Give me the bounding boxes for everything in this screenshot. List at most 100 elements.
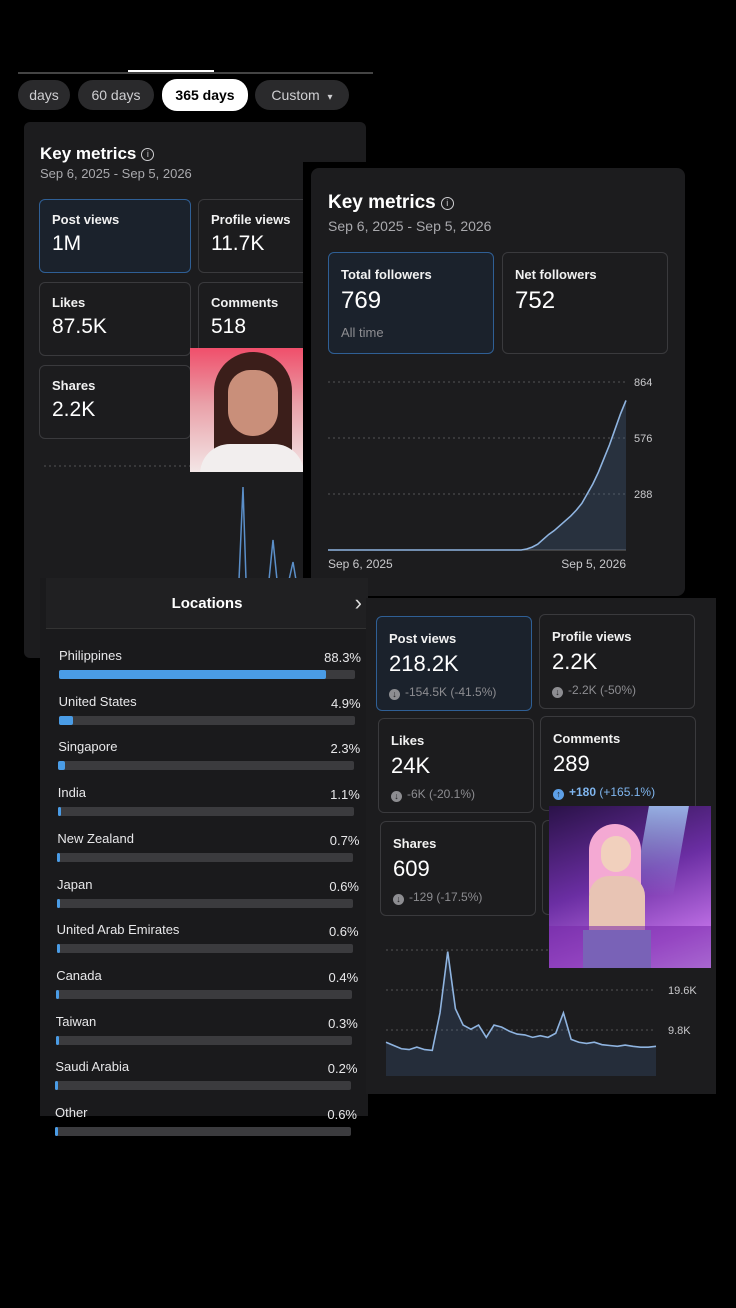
location-row[interactable]: New Zealand 0.7% [57, 830, 360, 877]
location-bar-track [58, 761, 355, 771]
metric-card-likes[interactable]: Likes 24K ↓ -6K (-20.1%) [378, 718, 534, 813]
location-row[interactable]: Taiwan 0.3% [55, 1013, 358, 1060]
metric-label: Comments [211, 295, 279, 310]
info-icon[interactable]: i [141, 148, 155, 161]
location-bar-track [57, 898, 353, 908]
metric-card-post-views[interactable]: Post views 1M [39, 199, 191, 273]
location-name: Canada [56, 967, 102, 983]
metric-value: 24K [391, 753, 431, 778]
followers-line [328, 400, 627, 551]
location-bar-fill [56, 989, 60, 999]
location-row[interactable]: Canada 0.4% [56, 967, 358, 1014]
location-percent: 0.6% [327, 1107, 357, 1122]
range-chip-custom[interactable]: Custom ▾ [255, 80, 349, 110]
metric-card-post-views[interactable]: Post views 218.2K ↓ -154.5K (-41.5%) [376, 616, 532, 711]
followers-panel: Key metrics i Sep 6, 2025 - Sep 5, 2026 T… [303, 162, 693, 602]
location-name: Philippines [59, 648, 122, 663]
metric-label: Total followers [341, 267, 432, 282]
followers-panel-inner: Key metrics i Sep 6, 2025 - Sep 5, 2026 T… [311, 168, 685, 596]
range-chip-days[interactable]: days [18, 80, 70, 110]
location-bar-track [55, 1035, 352, 1045]
y-tick-label: 19.6K [668, 985, 697, 997]
info-icon[interactable]: i [440, 197, 454, 210]
range-chip-label: Custom [271, 87, 320, 103]
performer-photo [549, 806, 711, 968]
location-name: Other [55, 1105, 88, 1120]
top-divider [18, 72, 373, 74]
delta-main-text: +180 [569, 785, 597, 799]
metric-card-total-followers[interactable]: Total followers 769 All time [328, 252, 494, 354]
range-chip-60-days[interactable]: 60 days [78, 80, 154, 110]
location-bar-fill [57, 807, 62, 817]
location-name: United Arab Emirates [56, 922, 180, 938]
location-percent: 1.1% [330, 787, 360, 803]
metric-card-comments[interactable]: Comments 289 ↑ +180 (+165.1%) [540, 716, 696, 811]
location-name: New Zealand [57, 830, 134, 846]
metric-value: 1M [52, 232, 82, 255]
location-bar-track [56, 944, 353, 954]
metric-card-profile-views[interactable]: Profile views 2.2K ↓ -2.2K (-50%) [539, 614, 695, 709]
location-row[interactable]: India 1.1% [57, 785, 360, 831]
location-percent: 2.3% [330, 741, 361, 757]
metric-label: Profile views [552, 629, 632, 644]
location-bar-track [57, 807, 354, 817]
delta-text: -154.5K (-41.5%) [405, 685, 497, 699]
arrow-up-icon: ↑ [553, 789, 564, 800]
location-row[interactable]: Saudi Arabia 0.2% [55, 1059, 357, 1105]
location-name: Singapore [58, 739, 118, 755]
metric-value: 752 [515, 287, 556, 314]
location-row[interactable]: United States 4.9% [58, 693, 361, 740]
location-bar-fill [55, 1035, 59, 1045]
location-row[interactable]: Singapore 2.3% [58, 739, 361, 785]
photo-stage [549, 926, 711, 968]
metric-card-shares[interactable]: Shares 2.2K [39, 365, 191, 439]
metric-value: 289 [553, 751, 590, 776]
location-name: Taiwan [55, 1013, 97, 1029]
range-chip-365-days[interactable]: 365 days [162, 79, 248, 111]
arrow-down-icon: ↓ [391, 791, 402, 802]
metric-label: Net followers [515, 267, 597, 282]
location-bar-track [55, 1127, 351, 1136]
location-name: Saudi Arabia [55, 1059, 130, 1075]
location-row[interactable]: Japan 0.6% [57, 877, 359, 923]
location-bar-track [59, 670, 355, 679]
metric-value: 609 [393, 856, 430, 881]
metric-note: All time [341, 325, 384, 340]
location-bar-fill [57, 898, 60, 908]
chevron-right-icon[interactable]: › [354, 590, 362, 615]
metric-label: Post views [389, 631, 457, 646]
followers-panel-title: Key metrics i [328, 192, 454, 214]
locations-header: Locations › [46, 578, 368, 629]
metric-card-shares[interactable]: Shares 609 ↓ -129 (-17.5%) [380, 821, 536, 916]
photo-face [228, 370, 278, 436]
metric-delta: ↑ +180 (+165.1%) [553, 785, 655, 800]
location-row[interactable]: United Arab Emirates 0.6% [56, 922, 359, 968]
location-bar-fill [56, 944, 60, 954]
location-bar-track [58, 715, 355, 725]
metric-card-net-followers[interactable]: Net followers 752 [502, 252, 668, 354]
period-chart: 19.6K 9.8K [385, 949, 697, 1076]
metric-label: Likes [391, 733, 425, 748]
y-tick-label: 288 [634, 489, 652, 501]
location-row[interactable]: Philippines 88.3% [59, 648, 361, 694]
location-name: United States [58, 693, 137, 709]
metric-label: Shares [52, 378, 96, 393]
arrow-down-icon: ↓ [393, 894, 404, 905]
location-bar-track [55, 1081, 352, 1091]
metric-card-likes[interactable]: Likes 87.5K [39, 282, 191, 356]
location-bar-fill [55, 1127, 58, 1136]
location-percent: 0.7% [329, 832, 360, 848]
dropdown-caret-icon: ▾ [327, 92, 333, 103]
metric-delta: ↓ -154.5K (-41.5%) [389, 685, 496, 700]
metric-value: 11.7K [211, 232, 265, 255]
metric-value: 518 [211, 315, 247, 338]
range-chip-label: 365 days [175, 87, 235, 103]
delta-pct-text: (+165.1%) [599, 785, 656, 799]
delta-text: -129 (-17.5%) [409, 890, 483, 904]
location-row[interactable]: Other 0.6% [55, 1105, 357, 1151]
metric-label: Post views [52, 212, 120, 227]
metric-delta: ↓ -129 (-17.5%) [393, 890, 482, 905]
location-percent: 4.9% [330, 695, 361, 711]
range-chip-label: 60 days [91, 87, 141, 103]
range-chip-label: days [29, 87, 59, 103]
